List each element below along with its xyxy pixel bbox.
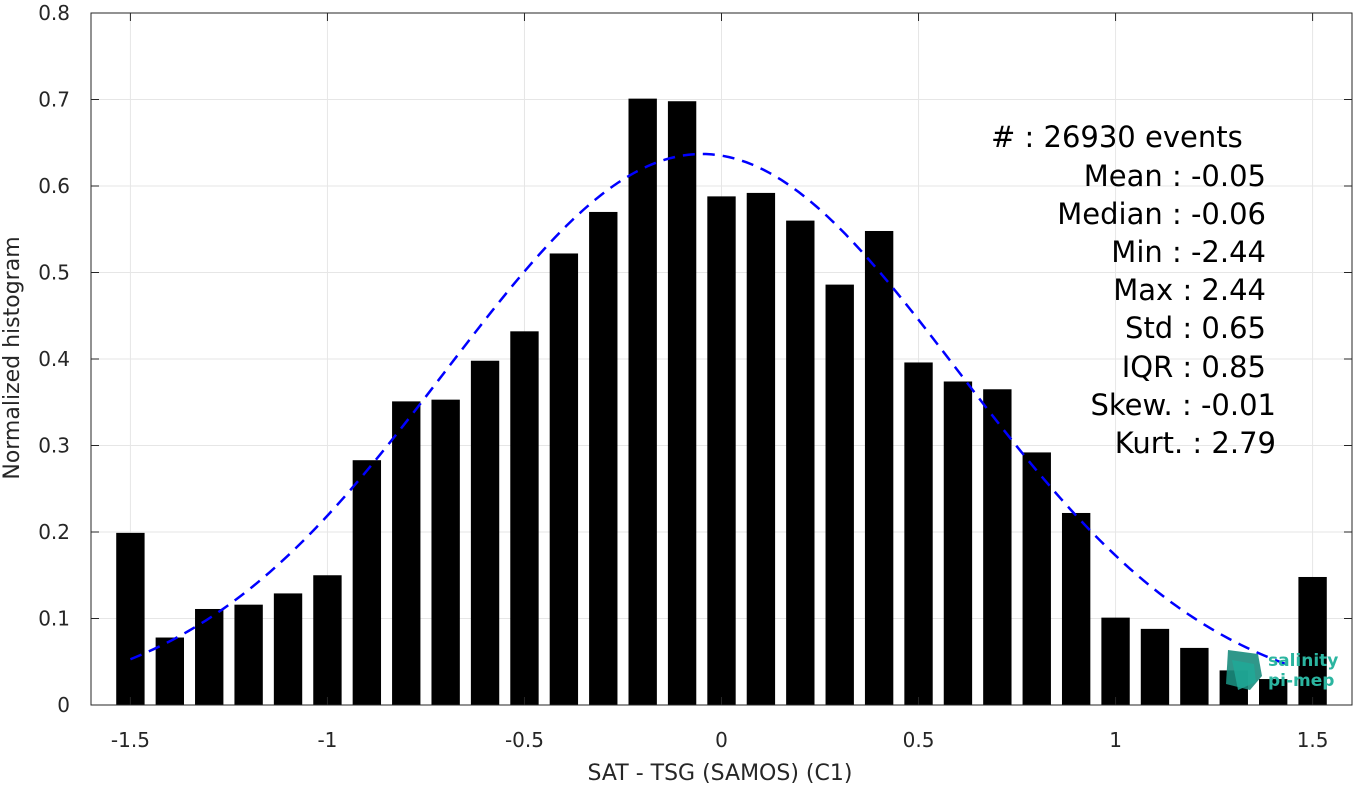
histogram-bar	[667, 101, 697, 706]
histogram-bar	[510, 331, 539, 705]
x-tick-label: -1.5	[111, 728, 150, 752]
stat-std: Std : 0.65	[1125, 311, 1266, 345]
histogram-bar	[1061, 512, 1091, 705]
histogram-bar	[825, 284, 854, 705]
y-tick-label: 0.4	[38, 347, 70, 371]
x-tick-label: 0	[715, 728, 728, 752]
x-tick-label: 1.5	[1297, 728, 1329, 752]
y-axis-label: Normalized histogram	[0, 236, 25, 479]
histogram-bar	[1101, 617, 1130, 705]
histogram-bar	[1259, 679, 1288, 705]
stat-max: Max : 2.44	[1113, 273, 1266, 307]
gaussian-fit-curve	[129, 152, 1294, 668]
stat-skew: Skew. : -0.01	[1090, 388, 1276, 422]
y-tick-label: 0.5	[38, 261, 70, 285]
y-tick-label: 0.7	[38, 88, 70, 112]
histogram-bar	[1298, 576, 1327, 705]
x-axis-label: SAT - TSG (SAMOS) (C1)	[588, 761, 853, 785]
histogram-bar	[786, 220, 815, 705]
y-tick-label: 0.3	[38, 434, 70, 458]
y-tick-label: 0	[57, 693, 70, 717]
histogram-bar	[1180, 647, 1209, 705]
histogram-bar	[1140, 628, 1170, 705]
salinity-pimep-logo: salinity pi-mep	[1226, 650, 1338, 691]
histogram-bar	[392, 401, 421, 705]
stats-box: # : 26930 events Mean : -0.05 Median : -…	[991, 120, 1276, 460]
histogram-bar	[904, 362, 933, 705]
y-tick-label: 0.2	[38, 520, 70, 544]
histogram-bar	[116, 532, 145, 705]
logo-text-line1: salinity	[1268, 651, 1338, 671]
histogram-bar	[707, 196, 736, 705]
histogram-bars	[116, 98, 1327, 706]
histogram-bar	[589, 211, 618, 705]
x-tick-label: -1	[317, 728, 337, 752]
y-tick-label: 0.8	[38, 1, 70, 25]
logo-text-line2: pi-mep	[1268, 671, 1334, 691]
histogram-bar	[195, 608, 224, 705]
x-tick-label: -0.5	[505, 728, 544, 752]
histogram-bar	[431, 399, 460, 705]
histogram-bar	[470, 360, 500, 705]
histogram-bar	[943, 381, 973, 705]
histogram-bar	[746, 192, 776, 706]
histogram-bar	[234, 604, 263, 705]
histogram-bar	[549, 253, 579, 705]
stat-min: Min : -2.44	[1111, 235, 1266, 269]
histogram-bar	[313, 575, 342, 705]
histogram-bar	[983, 389, 1012, 705]
stat-median: Median : -0.06	[1057, 197, 1266, 231]
histogram-bar	[864, 230, 894, 706]
stat-kurt: Kurt. : 2.79	[1115, 426, 1276, 460]
histogram-bar	[155, 637, 184, 705]
x-tick-label: 1	[1109, 728, 1122, 752]
stat-mean: Mean : -0.05	[1084, 159, 1266, 193]
stat-events: # : 26930 events	[991, 120, 1243, 154]
x-axis-ticks: -1.5 -1 -0.5 0 0.5 1 1.5	[111, 13, 1329, 752]
stat-iqr: IQR : 0.85	[1122, 350, 1266, 384]
histogram-bar	[273, 593, 303, 705]
y-axis-ticks: 0 0.1 0.2 0.3 0.4 0.5 0.6 0.7 0.8	[38, 1, 1352, 717]
x-tick-label: 0.5	[903, 728, 935, 752]
y-tick-label: 0.6	[38, 174, 70, 198]
histogram-bar	[628, 98, 657, 705]
histogram-bar	[352, 460, 382, 705]
histogram-bar	[1022, 452, 1051, 705]
y-tick-label: 0.1	[38, 607, 70, 631]
